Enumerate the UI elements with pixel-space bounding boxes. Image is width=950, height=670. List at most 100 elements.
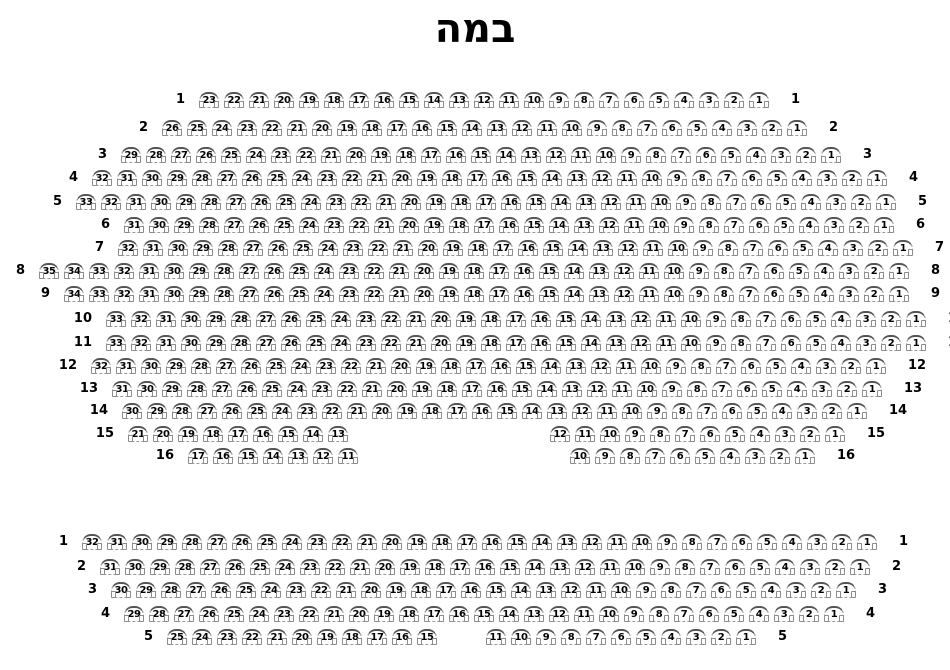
seat-upper-r10-4[interactable]: 4 [831,311,851,327]
seat-upper-r4-32[interactable]: 32 [92,170,112,186]
seat-upper-r2-8[interactable]: 8 [612,120,632,136]
seat-upper-r5-12[interactable]: 12 [601,194,621,210]
seat-lower-r1-18[interactable]: 18 [432,534,452,550]
seat-upper-r5-25[interactable]: 25 [276,194,296,210]
seat-upper-r13-22[interactable]: 22 [337,381,357,397]
seat-upper-r14-6[interactable]: 6 [722,403,742,419]
seat-upper-r12-8[interactable]: 8 [691,358,711,374]
seat-lower-r4-12[interactable]: 12 [549,606,569,622]
seat-upper-r13-25[interactable]: 25 [262,381,282,397]
seat-upper-r2-5[interactable]: 5 [687,120,707,136]
seat-upper-r13-28[interactable]: 28 [187,381,207,397]
seat-lower-r3-3[interactable]: 3 [786,582,806,598]
seat-upper-r14-8[interactable]: 8 [672,403,692,419]
seat-lower-r1-20[interactable]: 20 [382,534,402,550]
seat-upper-r1-1[interactable]: 1 [749,92,769,108]
seat-upper-r7-15[interactable]: 15 [543,240,563,256]
seat-upper-r15-18[interactable]: 18 [203,426,223,442]
seat-upper-r15-3[interactable]: 3 [775,426,795,442]
seat-upper-r14-27[interactable]: 27 [197,403,217,419]
seat-lower-r3-30[interactable]: 30 [111,582,131,598]
seat-lower-r2-23[interactable]: 23 [300,559,320,575]
seat-upper-r14-26[interactable]: 26 [222,403,242,419]
seat-lower-r5-25[interactable]: 25 [167,629,187,645]
seat-upper-r10-13[interactable]: 13 [606,311,626,327]
seat-upper-r9-28[interactable]: 28 [214,286,234,302]
seat-lower-r3-15[interactable]: 15 [486,582,506,598]
seat-lower-r1-2[interactable]: 2 [832,534,852,550]
seat-upper-r12-14[interactable]: 14 [541,358,561,374]
seat-upper-r9-19[interactable]: 19 [439,286,459,302]
seat-upper-r15-20[interactable]: 20 [153,426,173,442]
seat-lower-r5-8[interactable]: 8 [561,629,581,645]
seat-upper-r3-27[interactable]: 27 [171,147,191,163]
seat-upper-r2-1[interactable]: 1 [787,120,807,136]
seat-upper-r5-26[interactable]: 26 [251,194,271,210]
seat-lower-r2-27[interactable]: 27 [200,559,220,575]
seat-upper-r5-32[interactable]: 32 [101,194,121,210]
seat-upper-r6-11[interactable]: 11 [624,217,644,233]
seat-upper-r8-35[interactable]: 35 [39,263,59,279]
seat-upper-r6-13[interactable]: 13 [574,217,594,233]
seat-upper-r10-20[interactable]: 20 [431,311,451,327]
seat-lower-r4-10[interactable]: 10 [599,606,619,622]
seat-upper-r1-2[interactable]: 2 [724,92,744,108]
seat-lower-r3-9[interactable]: 9 [636,582,656,598]
seat-upper-r2-4[interactable]: 4 [712,120,732,136]
seat-upper-r12-30[interactable]: 30 [141,358,161,374]
seat-upper-r3-20[interactable]: 20 [346,147,366,163]
seat-upper-r16-8[interactable]: 8 [620,448,640,464]
seat-upper-r3-9[interactable]: 9 [621,147,641,163]
seat-lower-r1-19[interactable]: 19 [407,534,427,550]
seat-upper-r5-30[interactable]: 30 [151,194,171,210]
seat-lower-r1-3[interactable]: 3 [807,534,827,550]
seat-upper-r13-6[interactable]: 6 [737,381,757,397]
seat-upper-r13-21[interactable]: 21 [362,381,382,397]
seat-upper-r7-21[interactable]: 21 [393,240,413,256]
seat-upper-r14-3[interactable]: 3 [797,403,817,419]
seat-upper-r4-23[interactable]: 23 [317,170,337,186]
seat-lower-r2-3[interactable]: 3 [800,559,820,575]
seat-upper-r2-9[interactable]: 9 [587,120,607,136]
seat-upper-r5-15[interactable]: 15 [526,194,546,210]
seat-upper-r2-19[interactable]: 19 [337,120,357,136]
seat-upper-r8-6[interactable]: 6 [764,263,784,279]
seat-upper-r11-18[interactable]: 18 [481,335,501,351]
seat-upper-r9-30[interactable]: 30 [164,286,184,302]
seat-upper-r8-1[interactable]: 1 [889,263,909,279]
seat-upper-r10-33[interactable]: 33 [106,311,126,327]
seat-upper-r10-21[interactable]: 21 [406,311,426,327]
seat-upper-r10-24[interactable]: 24 [331,311,351,327]
seat-upper-r16-1[interactable]: 1 [795,448,815,464]
seat-upper-r5-14[interactable]: 14 [551,194,571,210]
seat-upper-r9-10[interactable]: 10 [664,286,684,302]
seat-upper-r10-18[interactable]: 18 [481,311,501,327]
seat-upper-r11-33[interactable]: 33 [106,335,126,351]
seat-lower-r1-14[interactable]: 14 [532,534,552,550]
seat-lower-r3-25[interactable]: 25 [236,582,256,598]
seat-upper-r10-31[interactable]: 31 [156,311,176,327]
seat-upper-r9-33[interactable]: 33 [89,286,109,302]
seat-lower-r2-18[interactable]: 18 [425,559,445,575]
seat-upper-r14-18[interactable]: 18 [422,403,442,419]
seat-upper-r4-13[interactable]: 13 [567,170,587,186]
seat-upper-r6-25[interactable]: 25 [274,217,294,233]
seat-upper-r7-8[interactable]: 8 [718,240,738,256]
seat-upper-r2-16[interactable]: 16 [412,120,432,136]
seat-lower-r1-32[interactable]: 32 [82,534,102,550]
seat-upper-r3-2[interactable]: 2 [796,147,816,163]
seat-upper-r14-25[interactable]: 25 [247,403,267,419]
seat-lower-r2-5[interactable]: 5 [750,559,770,575]
seat-upper-r14-10[interactable]: 10 [622,403,642,419]
seat-upper-r10-22[interactable]: 22 [381,311,401,327]
seat-upper-r5-11[interactable]: 11 [626,194,646,210]
seat-upper-r8-26[interactable]: 26 [264,263,284,279]
seat-upper-r8-21[interactable]: 21 [389,263,409,279]
seat-upper-r2-17[interactable]: 17 [387,120,407,136]
seat-lower-r4-13[interactable]: 13 [524,606,544,622]
seat-upper-r9-5[interactable]: 5 [789,286,809,302]
seat-upper-r12-2[interactable]: 2 [841,358,861,374]
seat-lower-r3-22[interactable]: 22 [311,582,331,598]
seat-upper-r6-9[interactable]: 9 [674,217,694,233]
seat-upper-r13-8[interactable]: 8 [687,381,707,397]
